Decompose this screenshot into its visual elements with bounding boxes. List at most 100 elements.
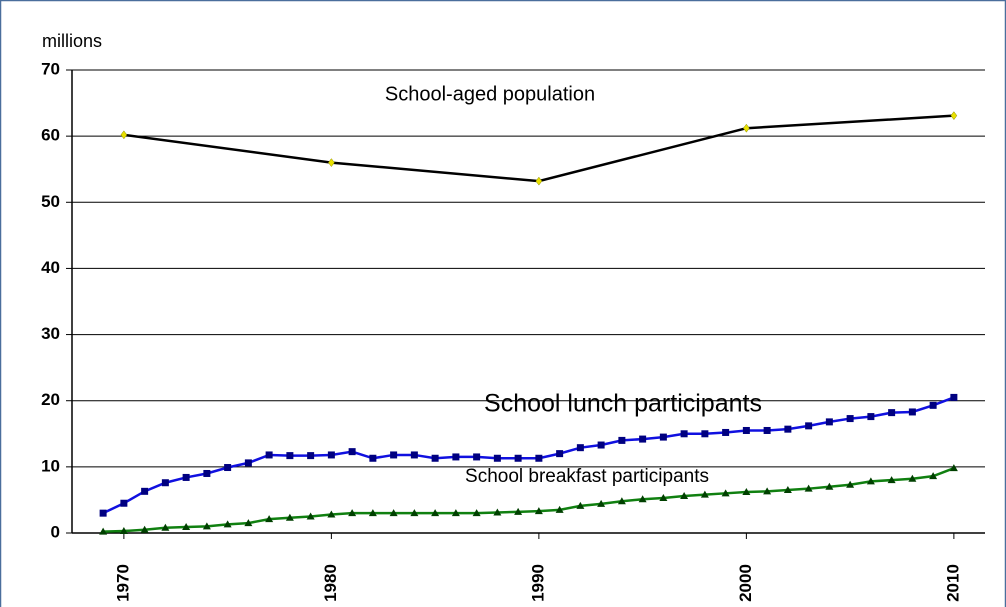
point — [721, 489, 730, 497]
point — [410, 451, 418, 459]
point — [742, 487, 751, 495]
y-tick-label: 40 — [41, 258, 60, 277]
point — [451, 509, 460, 517]
point — [743, 123, 750, 133]
y-tick-label: 20 — [41, 390, 60, 409]
point — [825, 482, 834, 490]
point — [929, 401, 937, 409]
point — [866, 477, 875, 485]
point — [203, 469, 211, 477]
y-tick-label: 70 — [41, 59, 60, 78]
point — [285, 513, 294, 521]
x-tick-label: 1970 — [113, 564, 132, 602]
point — [804, 484, 813, 492]
point — [783, 486, 792, 494]
point — [348, 509, 357, 517]
point — [659, 493, 668, 501]
point — [908, 474, 917, 482]
point — [224, 464, 232, 472]
point — [389, 509, 398, 517]
point — [327, 451, 335, 459]
point — [950, 393, 958, 401]
y-axis-label: millions — [42, 31, 102, 51]
point — [348, 448, 356, 456]
point — [597, 499, 606, 507]
series-label: School-aged population — [385, 83, 595, 105]
series-label: School lunch participants — [484, 390, 762, 418]
point — [617, 497, 626, 505]
point — [576, 444, 584, 452]
point — [119, 527, 128, 535]
point — [514, 454, 522, 462]
point — [701, 430, 709, 438]
point — [888, 409, 896, 417]
point — [700, 490, 709, 498]
point — [141, 487, 149, 495]
point — [597, 441, 605, 449]
y-tick-label: 30 — [41, 324, 60, 343]
point — [328, 158, 335, 168]
point — [659, 433, 667, 441]
point — [306, 512, 315, 520]
point — [244, 459, 252, 467]
point — [805, 422, 813, 430]
point — [265, 515, 274, 523]
point — [472, 509, 481, 517]
point — [929, 472, 938, 480]
point — [742, 426, 750, 434]
y-tick-label: 60 — [41, 126, 60, 145]
point — [576, 501, 585, 509]
point — [535, 176, 543, 186]
series-label: School breakfast participants — [465, 466, 709, 487]
point — [182, 523, 191, 531]
point — [307, 452, 315, 460]
point — [846, 415, 854, 423]
point — [368, 509, 377, 517]
y-tick-label: 10 — [41, 456, 60, 475]
point — [493, 508, 502, 516]
point — [680, 491, 689, 499]
point — [784, 425, 792, 433]
point — [161, 523, 170, 531]
point — [244, 519, 253, 527]
y-tick-label: 0 — [51, 522, 60, 541]
point — [223, 520, 232, 528]
point — [99, 527, 108, 535]
x-tick-label: 1990 — [528, 564, 547, 602]
point — [265, 451, 273, 459]
point — [763, 487, 772, 495]
point — [867, 413, 875, 421]
point — [949, 464, 958, 472]
point — [555, 505, 564, 513]
point — [140, 525, 149, 533]
series-line — [103, 467, 955, 533]
point — [120, 130, 128, 140]
point — [473, 453, 481, 461]
x-tick-label: 2010 — [943, 564, 962, 602]
point — [286, 452, 294, 460]
point — [431, 454, 439, 462]
point — [99, 509, 107, 517]
point — [846, 480, 855, 488]
point — [887, 476, 896, 484]
point — [825, 418, 833, 426]
point — [639, 435, 647, 443]
point — [202, 522, 211, 530]
point — [410, 509, 419, 517]
y-tick-label: 50 — [41, 192, 60, 211]
point — [452, 453, 460, 461]
point — [908, 408, 916, 416]
point — [431, 509, 440, 517]
point — [493, 454, 501, 462]
point — [120, 499, 128, 507]
point — [638, 495, 647, 503]
point — [680, 430, 688, 438]
point — [390, 451, 398, 459]
point — [722, 428, 730, 436]
point — [514, 507, 523, 515]
x-tick-label: 1980 — [321, 564, 340, 602]
point — [556, 450, 564, 458]
point — [618, 436, 626, 444]
